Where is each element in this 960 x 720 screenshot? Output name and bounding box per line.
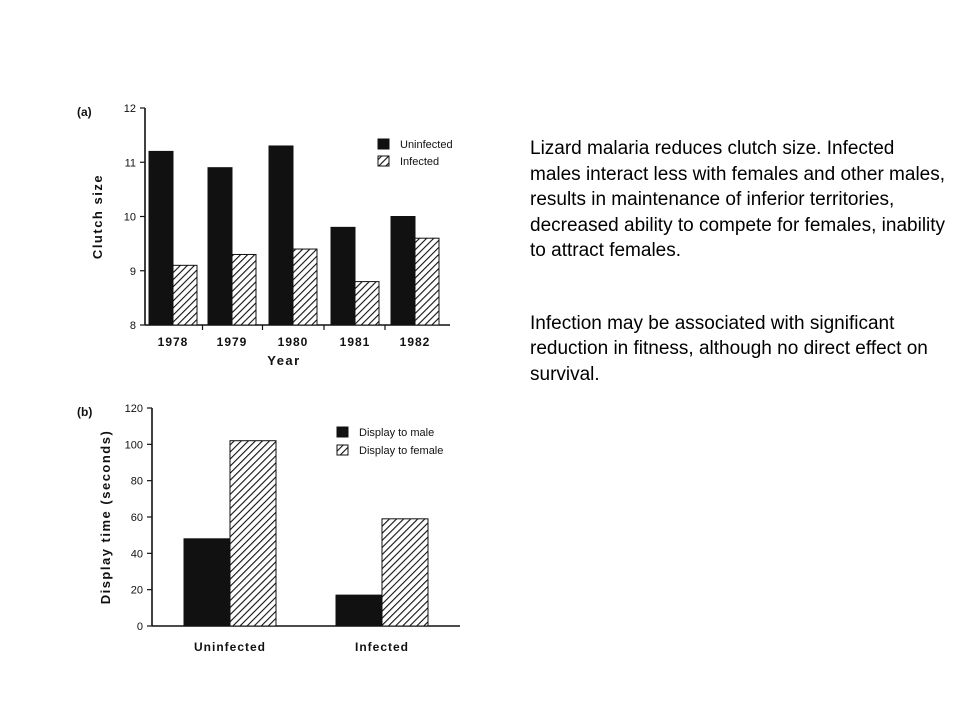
x-tick-label: 1980 [278,335,309,349]
x-tick-label: Infected [355,640,409,654]
legend-label: Infected [400,156,439,168]
y-tick-label: 0 [137,621,143,633]
y-tick-label: 11 [125,157,136,169]
bar-display-to-male-uninfected [183,538,231,627]
text-column: Lizard malaria reduces clutch size. Infe… [530,136,950,387]
bar-uninfected-1979 [207,167,233,326]
y-tick-label: 10 [124,212,136,224]
figure-panel: (a) 8 9 10 11 12 Clutch size 1978 1979 1980 1981 19… [60,88,525,660]
bar-uninfected-1981 [330,226,356,326]
x-tick-label: 1981 [340,335,371,349]
bar-uninfected-1978 [148,150,174,326]
panel-label: (b) [77,405,92,419]
bar-uninfected-1982 [390,216,416,326]
y-tick-label: 8 [130,320,136,332]
y-tick-label: 9 [130,266,136,278]
clutch-size-chart: (a) 8 9 10 11 12 Clutch size 1978 1979 1980 1981 19… [77,103,453,368]
bar-uninfected-1980 [268,145,294,326]
panel-label: (a) [77,105,92,119]
x-tick-label: 1979 [217,335,248,349]
legend-swatch [336,444,349,456]
y-tick-label: 100 [125,439,143,451]
display-time-chart: (b) 0 20 40 60 80 100 120 Display time (seconds)… [77,403,460,654]
bar-display-to-male-infected [335,594,383,627]
x-tick-label: 1978 [158,335,189,349]
legend-swatch [377,138,390,150]
bar-infected-1978 [172,264,198,326]
summary-paragraph-clutch: Lizard malaria reduces clutch size. Infe… [530,138,946,261]
summary-paragraph-fitness: Infection may be associated with signifi… [530,312,928,385]
x-axis-title: Year [267,353,300,368]
legend-label: Uninfected [400,139,453,151]
y-tick-label: 80 [131,476,143,488]
bar-display-to-female-infected [381,518,429,627]
y-tick-label: 120 [125,403,143,415]
legend-swatch [336,426,349,438]
bar-infected-1982 [414,237,440,326]
bar-infected-1979 [231,253,257,326]
bar-infected-1980 [292,248,318,326]
y-tick-label: 40 [131,548,143,560]
legend-swatch [377,155,390,167]
y-axis-title: Display time (seconds) [98,430,113,605]
bar-infected-1981 [354,281,380,326]
x-tick-label: 1982 [400,335,431,349]
legend-label: Display to female [359,445,443,457]
x-tick-label: Uninfected [194,640,266,654]
y-tick-label: 60 [131,512,143,524]
bar-display-to-female-uninfected [229,440,277,627]
y-tick-label: 20 [131,585,143,597]
y-axis-title: Clutch size [90,174,105,259]
y-tick-label: 12 [124,103,136,115]
legend-label: Display to male [359,427,434,439]
